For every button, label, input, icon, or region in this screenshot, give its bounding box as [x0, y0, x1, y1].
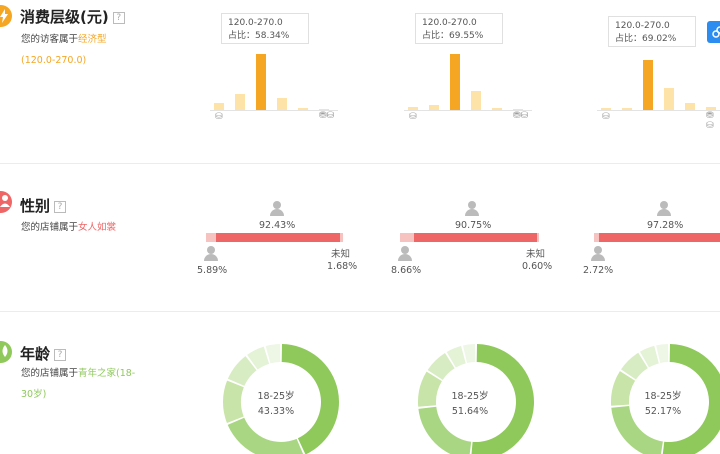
donut-segment[interactable]: [227, 417, 304, 454]
leaf-icon: [0, 341, 12, 363]
tooltip: 120.0-270.0 占比：69.02%: [608, 16, 696, 47]
coin-small-icon: ⛁: [602, 112, 610, 122]
donut-segment[interactable]: [621, 352, 648, 380]
user-icon: [0, 191, 12, 213]
unknown-label: 未知: [331, 249, 351, 260]
female-user-icon: [657, 201, 671, 216]
donut-category-label: 18-25岁: [644, 391, 682, 402]
consumption-bar[interactable]: [706, 107, 716, 110]
male-percentage: 2.72%: [583, 265, 614, 276]
consumption-bar[interactable]: [235, 94, 245, 110]
help-icon[interactable]: ?: [112, 12, 125, 24]
donut-segment[interactable]: [446, 345, 466, 368]
consumption-bar[interactable]: [298, 108, 308, 110]
unknown-label: 未知: [526, 249, 546, 260]
section-title: 消费层级(元)?: [20, 6, 125, 27]
donut-segment[interactable]: [265, 344, 281, 364]
donut-segment[interactable]: [611, 371, 636, 406]
female-percentage: 97.28%: [647, 220, 684, 231]
coin-stack-icon: ⛃⛁: [706, 111, 714, 131]
donut-segment[interactable]: [247, 346, 270, 370]
coin-small-icon: ⛁: [215, 112, 223, 122]
unknown-percentage: 0.60%: [522, 261, 553, 272]
consumption-bar[interactable]: [513, 109, 523, 110]
donut-category-label: 18-25岁: [451, 391, 489, 402]
donut-segment[interactable]: [471, 344, 534, 454]
donut-segment[interactable]: [640, 345, 659, 368]
age-donut-chart: [609, 342, 720, 454]
tooltip: 120.0-270.0 占比：69.55%: [415, 13, 503, 44]
female-bar: [414, 233, 537, 242]
female-percentage: 92.43%: [259, 220, 296, 231]
unknown-percentage: 1.68%: [327, 261, 358, 272]
section-description: 您的店铺属于女人如裳: [21, 222, 117, 233]
link-button[interactable]: [707, 21, 720, 43]
section-title: 年龄?: [20, 343, 67, 364]
consumption-section: 消费层级(元)? 您的访客属于经济型 (120.0-270.0) 120.0-2…: [0, 0, 720, 160]
consumption-bar[interactable]: [601, 108, 611, 110]
female-user-icon: [270, 201, 284, 216]
donut-value-label: 51.64%: [451, 406, 489, 417]
consumption-bar[interactable]: [471, 91, 481, 110]
age-section: 年龄? 您的店铺属于青年之家(18-30岁) 18-25岁 43.33% 18-…: [0, 312, 720, 454]
consumption-bar[interactable]: [319, 109, 329, 110]
donut-segment[interactable]: [281, 344, 339, 454]
consumption-bar[interactable]: [214, 103, 224, 110]
help-icon[interactable]: ?: [54, 349, 67, 361]
female-user-icon: [465, 201, 479, 216]
female-percentage: 90.75%: [455, 220, 492, 231]
bar-chart: [408, 54, 533, 110]
male-bar: [594, 233, 599, 242]
coin-stack-icon: ⛃⛁: [513, 111, 529, 121]
donut-segment[interactable]: [227, 356, 257, 386]
consumption-bar[interactable]: [256, 54, 266, 110]
age-donut-chart: [416, 342, 536, 454]
tooltip: 120.0-270.0 占比：58.34%: [221, 13, 309, 44]
donut-value-label: 52.17%: [644, 406, 682, 417]
male-user-icon: [398, 246, 412, 261]
donut-segment[interactable]: [418, 371, 442, 407]
section-title: 性别?: [20, 195, 67, 216]
consumption-bar[interactable]: [408, 107, 418, 110]
gender-section: 性别? 您的店铺属于女人如裳 92.43% 5.89% 未知 1.68% 90.…: [0, 164, 720, 312]
donut-value-label: 43.33%: [257, 406, 295, 417]
consumption-bar[interactable]: [643, 60, 653, 110]
female-bar: [599, 233, 720, 242]
help-icon[interactable]: ?: [54, 201, 67, 213]
male-percentage: 5.89%: [197, 265, 228, 276]
lightning-icon: [0, 5, 12, 27]
female-bar: [216, 233, 340, 242]
donut-segment[interactable]: [427, 352, 455, 380]
consumption-bar[interactable]: [685, 103, 695, 110]
age-donut-chart: [221, 342, 341, 454]
male-percentage: 8.66%: [391, 265, 422, 276]
donut-segment[interactable]: [656, 344, 669, 363]
section-description: 您的访客属于经济型 (120.0-270.0): [21, 34, 107, 66]
male-user-icon: [591, 246, 605, 261]
consumption-bar[interactable]: [429, 105, 439, 110]
coin-small-icon: ⛁: [409, 112, 417, 122]
donut-category-label: 18-25岁: [257, 391, 295, 402]
donut-segment[interactable]: [662, 344, 720, 454]
donut-segment[interactable]: [418, 406, 472, 454]
section-description: 您的店铺属于青年之家(18-30岁): [21, 368, 136, 400]
coin-stack-icon: ⛃⛁: [319, 111, 335, 121]
male-user-icon: [204, 246, 218, 261]
donut-segment[interactable]: [223, 380, 244, 423]
donut-segment[interactable]: [463, 344, 476, 364]
bar-chart: [214, 54, 339, 110]
consumption-bar[interactable]: [277, 98, 287, 110]
consumption-bar[interactable]: [492, 108, 502, 110]
donut-segment[interactable]: [611, 405, 663, 454]
bar-chart: [601, 60, 720, 110]
male-bar: [400, 233, 414, 242]
unknown-bar: [340, 233, 343, 242]
unknown-bar: [537, 233, 539, 242]
consumption-bar[interactable]: [664, 88, 674, 110]
consumption-bar[interactable]: [450, 54, 460, 110]
consumption-bar[interactable]: [622, 108, 632, 110]
male-bar: [206, 233, 216, 242]
